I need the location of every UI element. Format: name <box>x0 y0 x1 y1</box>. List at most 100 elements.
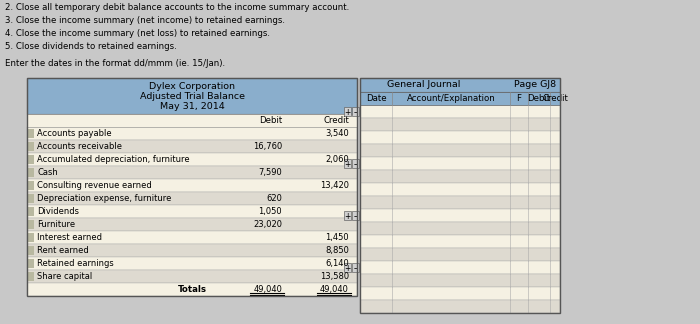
Bar <box>27 153 357 166</box>
Text: +: + <box>344 160 351 169</box>
Text: 8,850: 8,850 <box>325 246 349 255</box>
Text: 1,450: 1,450 <box>326 233 349 242</box>
Text: +: + <box>344 108 351 117</box>
Text: Debit: Debit <box>527 94 551 103</box>
Bar <box>360 183 560 196</box>
Bar <box>28 129 34 138</box>
Bar <box>360 105 560 118</box>
Text: –: – <box>354 212 358 221</box>
Bar <box>28 220 34 229</box>
Bar <box>28 181 34 190</box>
Bar <box>360 144 560 157</box>
Text: 4. Close the income summary (net loss) to retained earnings.: 4. Close the income summary (net loss) t… <box>5 29 270 38</box>
Bar <box>360 274 560 287</box>
Bar <box>27 114 357 127</box>
Bar <box>28 246 34 255</box>
Bar <box>27 78 357 296</box>
Bar <box>352 211 359 220</box>
Text: Retained earnings: Retained earnings <box>37 259 113 268</box>
Text: 620: 620 <box>266 194 282 203</box>
Bar <box>360 235 560 248</box>
Bar <box>28 155 34 164</box>
Bar <box>28 142 34 151</box>
Text: 7,590: 7,590 <box>258 168 282 177</box>
Bar <box>360 196 560 209</box>
Bar <box>28 168 34 177</box>
Bar <box>360 131 560 144</box>
Bar <box>360 78 560 92</box>
Text: Adjusted Trial Balance: Adjusted Trial Balance <box>139 92 244 101</box>
Text: Accumulated depreciation, furniture: Accumulated depreciation, furniture <box>37 155 190 164</box>
Text: Accounts payable: Accounts payable <box>37 129 111 138</box>
Bar <box>352 263 359 272</box>
Bar <box>360 248 560 261</box>
Bar <box>27 166 357 179</box>
Bar <box>28 207 34 216</box>
Bar <box>27 192 357 205</box>
Bar <box>344 107 351 116</box>
Text: Account/Explanation: Account/Explanation <box>407 94 496 103</box>
Text: 16,760: 16,760 <box>253 142 282 151</box>
Bar <box>27 140 357 153</box>
Bar <box>27 283 357 296</box>
Bar <box>360 209 560 222</box>
Text: F: F <box>517 94 522 103</box>
Text: –: – <box>354 264 358 273</box>
Bar <box>28 233 34 242</box>
Text: 13,420: 13,420 <box>320 181 349 190</box>
Text: May 31, 2014: May 31, 2014 <box>160 102 225 111</box>
Text: 3. Close the income summary (net income) to retained earnings.: 3. Close the income summary (net income)… <box>5 16 285 25</box>
Text: Date: Date <box>365 94 386 103</box>
Text: 23,020: 23,020 <box>253 220 282 229</box>
Bar <box>28 194 34 203</box>
Bar <box>28 272 34 281</box>
Text: +: + <box>344 264 351 273</box>
Bar <box>28 259 34 268</box>
Text: Cash: Cash <box>37 168 57 177</box>
Text: 5. Close dividends to retained earnings.: 5. Close dividends to retained earnings. <box>5 42 176 51</box>
Bar <box>27 218 357 231</box>
Bar <box>27 127 357 140</box>
Bar <box>360 78 560 313</box>
Bar <box>27 231 357 244</box>
Bar <box>360 157 560 170</box>
Text: Totals: Totals <box>178 285 206 294</box>
Text: Credit: Credit <box>542 94 568 103</box>
Text: 49,040: 49,040 <box>253 285 282 294</box>
Bar <box>360 261 560 274</box>
Bar <box>27 257 357 270</box>
Text: –: – <box>354 160 358 169</box>
Text: Consulting revenue earned: Consulting revenue earned <box>37 181 152 190</box>
Text: Dividends: Dividends <box>37 207 79 216</box>
Text: Accounts receivable: Accounts receivable <box>37 142 122 151</box>
Bar <box>344 263 351 272</box>
Bar <box>27 270 357 283</box>
Bar <box>360 92 560 105</box>
Text: Depreciation expense, furniture: Depreciation expense, furniture <box>37 194 172 203</box>
Text: 1,050: 1,050 <box>258 207 282 216</box>
Text: 3,540: 3,540 <box>326 129 349 138</box>
Text: 49,040: 49,040 <box>320 285 349 294</box>
Text: Enter the dates in the format dd/mmm (ie. 15/Jan).: Enter the dates in the format dd/mmm (ie… <box>5 59 225 68</box>
Text: 6,140: 6,140 <box>326 259 349 268</box>
Text: 13,580: 13,580 <box>320 272 349 281</box>
Text: Dylex Corporation: Dylex Corporation <box>149 82 235 91</box>
Text: Page GJ8: Page GJ8 <box>514 80 556 89</box>
Bar <box>360 118 560 131</box>
Bar <box>344 211 351 220</box>
Text: Debit: Debit <box>259 116 282 125</box>
Bar <box>360 300 560 313</box>
Text: 2,060: 2,060 <box>326 155 349 164</box>
Text: Interest earned: Interest earned <box>37 233 102 242</box>
Text: Rent earned: Rent earned <box>37 246 89 255</box>
Bar <box>360 287 560 300</box>
Bar <box>352 107 359 116</box>
Text: Furniture: Furniture <box>37 220 75 229</box>
Bar <box>352 159 359 168</box>
Bar <box>27 244 357 257</box>
Bar <box>344 159 351 168</box>
Bar <box>360 222 560 235</box>
Text: 2. Close all temporary debit balance accounts to the income summary account.: 2. Close all temporary debit balance acc… <box>5 3 349 12</box>
Bar <box>27 179 357 192</box>
Text: Credit: Credit <box>323 116 349 125</box>
